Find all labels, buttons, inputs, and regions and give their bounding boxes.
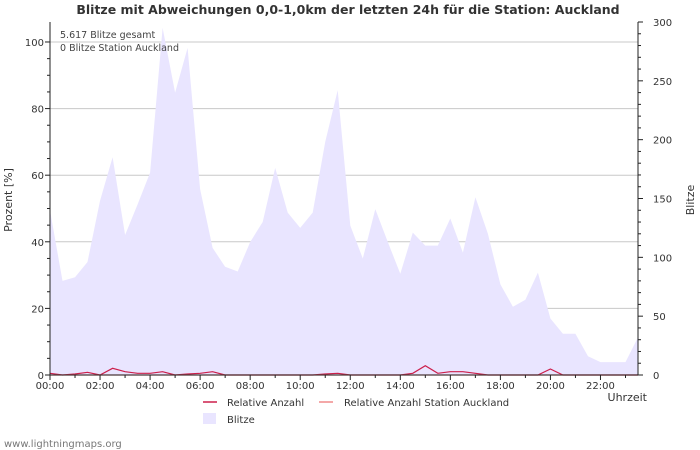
x-axis-label: Uhrzeit [608, 391, 648, 404]
annotation-station: 0 Blitze Station Auckland [60, 43, 179, 54]
x-tick-label: 18:00 [486, 381, 515, 392]
x-tick-label: 08:00 [236, 381, 265, 392]
x-tick-label: 16:00 [436, 381, 465, 392]
x-tick-label: 04:00 [136, 381, 165, 392]
x-tick-label: 20:00 [536, 381, 565, 392]
left-y-axis-ticks: 0 20 40 60 80 100 [25, 38, 50, 382]
right-y-tick-label: 300 [653, 18, 672, 29]
x-tick-label: 00:00 [36, 381, 65, 392]
chart-title: Blitze mit Abweichungen 0,0-1,0km der le… [76, 2, 619, 17]
left-y-tick-label: 80 [31, 105, 44, 116]
blitze-area [50, 27, 638, 376]
annotation-total: 5.617 Blitze gesamt [60, 30, 155, 41]
x-tick-label: 12:00 [336, 381, 365, 392]
left-y-tick-label: 60 [31, 171, 44, 182]
left-y-tick-label: 100 [25, 38, 44, 49]
right-y-axis-label: Blitze [684, 185, 697, 216]
right-y-tick-label: 200 [653, 136, 672, 147]
footer-source: www.lightningmaps.org [4, 439, 122, 450]
legend-swatch-blitze [203, 413, 216, 424]
right-y-tick-label: 50 [653, 312, 666, 323]
legend-label-blitze: Blitze [227, 415, 255, 426]
right-y-tick-label: 100 [653, 253, 672, 264]
left-y-tick-label: 20 [31, 304, 44, 315]
right-y-tick-label: 0 [653, 371, 659, 382]
right-y-tick-label: 150 [653, 195, 672, 206]
right-y-tick-label: 250 [653, 77, 672, 88]
x-axis-ticks: 00:00 02:00 04:00 06:00 08:00 10:00 12:00 14:00… [36, 375, 626, 392]
left-y-tick-label: 0 [38, 371, 44, 382]
x-tick-label: 14:00 [386, 381, 415, 392]
legend: Relative Anzahl Relative Anzahl Station … [203, 398, 509, 426]
right-y-axis-ticks: 0 50 100 150 200 250 300 [638, 18, 672, 382]
left-y-axis-label: Prozent [%] [2, 168, 15, 232]
relative-anzahl-line [49, 364, 638, 376]
x-tick-label: 10:00 [286, 381, 315, 392]
legend-label-relative: Relative Anzahl [227, 398, 304, 409]
x-tick-label: 02:00 [86, 381, 115, 392]
left-y-tick-label: 40 [31, 238, 44, 249]
x-tick-label: 06:00 [186, 381, 215, 392]
legend-label-station: Relative Anzahl Station Auckland [344, 398, 509, 409]
x-tick-label: 22:00 [586, 381, 615, 392]
